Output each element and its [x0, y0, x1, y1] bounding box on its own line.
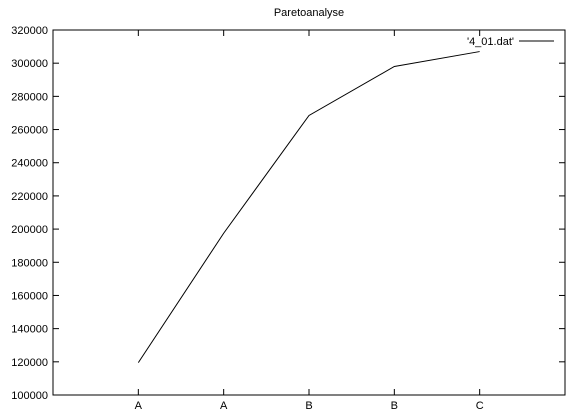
y-tick-label: 120000 [11, 357, 48, 369]
y-tick-label: 100000 [11, 390, 48, 402]
x-tick-label: B [391, 400, 398, 412]
y-tick-label: 320000 [11, 25, 48, 37]
x-tick-label: A [135, 400, 143, 412]
y-tick-label: 280000 [11, 91, 48, 103]
series-lines [137, 51, 480, 363]
legend: '4_01.dat' [467, 36, 554, 48]
y-tick-label: 140000 [11, 324, 48, 336]
y-axis: 100000 120000 140000 160000 180000 200000 2200… [11, 25, 565, 402]
y-tick-label: 180000 [11, 257, 48, 269]
y-tick-label: 200000 [11, 224, 48, 236]
y-tick-label: 220000 [11, 191, 48, 203]
y-tick-label: 240000 [11, 158, 48, 170]
y-tick-label: 300000 [11, 58, 48, 70]
y-tick-label: 260000 [11, 125, 48, 137]
plot-frame [52, 29, 566, 396]
series-line [137, 51, 480, 363]
legend-label: '4_01.dat' [467, 36, 514, 48]
x-tick-label: C [476, 400, 484, 412]
x-tick-label: B [305, 400, 312, 412]
x-tick-label: A [220, 400, 228, 412]
chart-title: Paretoanalyse [274, 7, 344, 19]
y-tick-label: 160000 [11, 290, 48, 302]
